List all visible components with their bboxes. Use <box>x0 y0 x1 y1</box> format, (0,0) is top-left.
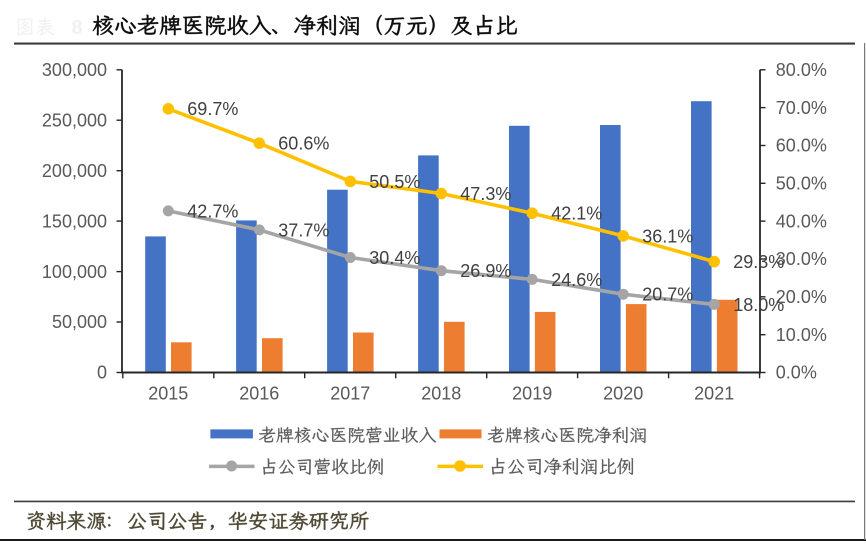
svg-text:50.5%: 50.5% <box>369 172 420 192</box>
svg-text:18.0%: 18.0% <box>733 295 784 315</box>
svg-text:8: 8 <box>72 17 83 39</box>
svg-text:150,000: 150,000 <box>42 211 107 231</box>
svg-text:60.0%: 60.0% <box>776 136 827 156</box>
svg-text:50.0%: 50.0% <box>776 174 827 194</box>
svg-text:40.0%: 40.0% <box>776 211 827 231</box>
svg-text:29.3%: 29.3% <box>733 252 784 272</box>
svg-text:2018: 2018 <box>421 384 461 404</box>
svg-text:300,000: 300,000 <box>42 60 107 80</box>
svg-text:42.7%: 42.7% <box>187 201 238 221</box>
svg-text:2019: 2019 <box>512 384 552 404</box>
svg-text:50,000: 50,000 <box>52 312 107 332</box>
svg-text:30.0%: 30.0% <box>776 249 827 269</box>
svg-text:2017: 2017 <box>330 384 370 404</box>
svg-text:80.0%: 80.0% <box>776 60 827 80</box>
svg-text:200,000: 200,000 <box>42 161 107 181</box>
svg-text:36.1%: 36.1% <box>642 226 693 246</box>
svg-text:2020: 2020 <box>603 384 643 404</box>
svg-text:0: 0 <box>97 363 107 383</box>
svg-text:20.7%: 20.7% <box>642 285 693 305</box>
svg-text:20.0%: 20.0% <box>776 287 827 307</box>
svg-text:2016: 2016 <box>239 384 279 404</box>
svg-text:100,000: 100,000 <box>42 262 107 282</box>
svg-text:47.3%: 47.3% <box>460 184 511 204</box>
svg-text:24.6%: 24.6% <box>551 270 602 290</box>
svg-text:37.7%: 37.7% <box>278 220 329 240</box>
svg-text:10.0%: 10.0% <box>776 325 827 345</box>
svg-text:250,000: 250,000 <box>42 111 107 131</box>
svg-text:30.4%: 30.4% <box>369 248 420 268</box>
svg-text:60.6%: 60.6% <box>278 134 329 154</box>
svg-text:26.9%: 26.9% <box>460 261 511 281</box>
svg-text:2021: 2021 <box>694 384 734 404</box>
svg-text:70.0%: 70.0% <box>776 98 827 118</box>
svg-text:69.7%: 69.7% <box>187 99 238 119</box>
svg-text:0.0%: 0.0% <box>776 363 817 383</box>
svg-text:2015: 2015 <box>148 384 188 404</box>
svg-text:42.1%: 42.1% <box>551 204 602 224</box>
